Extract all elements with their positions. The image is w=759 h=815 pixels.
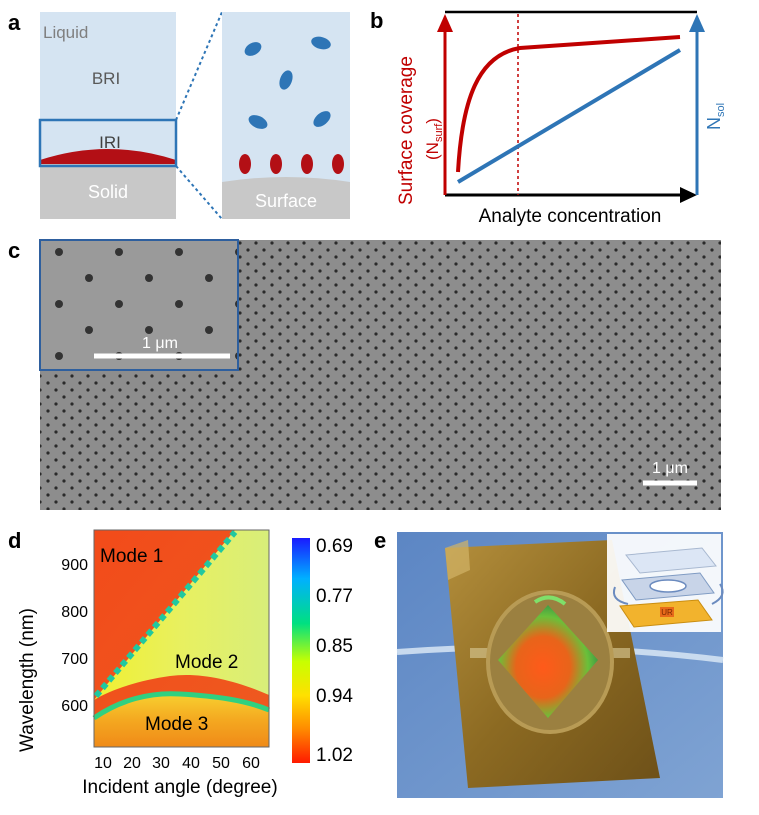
right-inlet-arrow — [711, 583, 724, 605]
gasket-opening — [649, 579, 687, 593]
heatmap-mode3-region — [94, 693, 269, 747]
inset-scalebar-label: 1 μm — [142, 335, 178, 352]
panel-letter-b: b — [370, 8, 383, 33]
y-tick: 600 — [61, 698, 88, 715]
chip-highlight — [445, 540, 470, 580]
adsorbed-film — [40, 149, 176, 164]
liquid-label: Liquid — [43, 23, 88, 42]
panel-letter-d: d — [8, 528, 21, 553]
y-tick: 700 — [61, 651, 88, 668]
mode3-label: Mode 3 — [145, 714, 208, 735]
solution-molecules — [244, 36, 331, 129]
colorbar-tick: 1.02 — [316, 745, 353, 766]
panel-d: d Mode 1 Mode 2 Mode 3 900 800 700 600 1… — [8, 528, 353, 798]
surface-molecule — [270, 154, 282, 174]
solid-region — [40, 164, 176, 219]
chip-sensor-spot — [660, 607, 674, 617]
sem-inset — [39, 239, 239, 371]
surface-label: Surface — [255, 191, 317, 211]
x-tick: 10 — [94, 755, 112, 772]
left-inlet-arrow — [612, 586, 629, 605]
surface-molecules — [239, 154, 344, 174]
y-tick: 800 — [61, 604, 88, 621]
analyte-concentration-label: Analyte concentration — [479, 206, 662, 227]
y-tick: 900 — [61, 557, 88, 574]
colorbar-tick: 0.85 — [316, 636, 353, 657]
solution-molecule — [313, 111, 331, 127]
panel-c: c 1 μm 1 μm — [8, 238, 721, 510]
mode1-label: Mode 1 — [100, 546, 163, 567]
zoom-line-top — [175, 11, 223, 121]
panel-a: a Liquid BRI IRI Solid Surface — [8, 10, 350, 220]
nsol-label: Nsol — [704, 103, 727, 130]
panel-letter-c: c — [8, 238, 20, 263]
liquid-region — [40, 12, 176, 164]
colorbar-tick: 0.69 — [316, 536, 353, 557]
x-tick: 30 — [152, 755, 170, 772]
solution-molecule — [279, 70, 293, 90]
solution-molecule — [311, 36, 331, 50]
reflection-highlight — [533, 595, 567, 606]
bri-label: BRI — [92, 69, 120, 88]
x-tick: 60 — [242, 755, 260, 772]
solution-molecule — [248, 115, 268, 129]
incident-angle-axis-label: Incident angle (degree) — [82, 777, 277, 798]
iri-label: IRI — [99, 133, 121, 152]
solution-concentration-line — [456, 48, 682, 184]
surface-molecule — [239, 154, 251, 174]
heatmap-frame — [93, 529, 270, 748]
mode2-label: Mode 2 — [175, 652, 238, 673]
surface-molecule — [301, 154, 313, 174]
x-tick: 40 — [182, 755, 200, 772]
colorbar-tick: 0.77 — [316, 586, 353, 607]
mode-boundary-1-2 — [93, 530, 238, 698]
colorbar-ticks: 0.69 0.77 0.85 0.94 1.02 — [316, 536, 353, 766]
surface-molecule — [332, 154, 344, 174]
x-tick: 20 — [123, 755, 141, 772]
panel-e: e UR — [374, 528, 724, 798]
colorbar-tick: 0.94 — [316, 686, 353, 707]
x-tick: 50 — [212, 755, 230, 772]
cover-layer — [625, 547, 717, 574]
left-y-axis-arrow — [437, 14, 453, 32]
nsurf-label: (Nsurf) — [423, 118, 445, 160]
wavelength-axis-label: Wavelength (nm) — [17, 608, 38, 752]
x-axis-arrow — [680, 187, 697, 203]
panel-b: b Surface coverage (Nsurf) Nsol Analyte … — [370, 8, 727, 227]
surface-coverage-curve — [456, 35, 681, 173]
main-scalebar-label: 1 μm — [652, 460, 688, 477]
colorbar — [292, 538, 310, 763]
chip-label: UR — [661, 608, 673, 617]
right-y-axis-arrow — [689, 14, 705, 32]
interfacial-box — [38, 118, 178, 168]
heatmap-y-ticks: 900 800 700 600 — [61, 557, 88, 715]
mode-boundary-2-3 — [92, 691, 270, 721]
heatmap-mode2-region — [94, 530, 269, 700]
heatmap-x-ticks: 10 20 30 40 50 60 — [94, 755, 260, 772]
photonic-crystal-area — [498, 605, 598, 718]
solution-molecule — [244, 42, 262, 56]
zoom-line-bottom — [175, 165, 223, 220]
panel-letter-a: a — [8, 10, 21, 35]
solid-label: Solid — [88, 182, 128, 202]
zoom-surface — [222, 177, 350, 219]
panel-letter-e: e — [374, 528, 386, 553]
surface-coverage-label: Surface coverage — [396, 56, 417, 205]
